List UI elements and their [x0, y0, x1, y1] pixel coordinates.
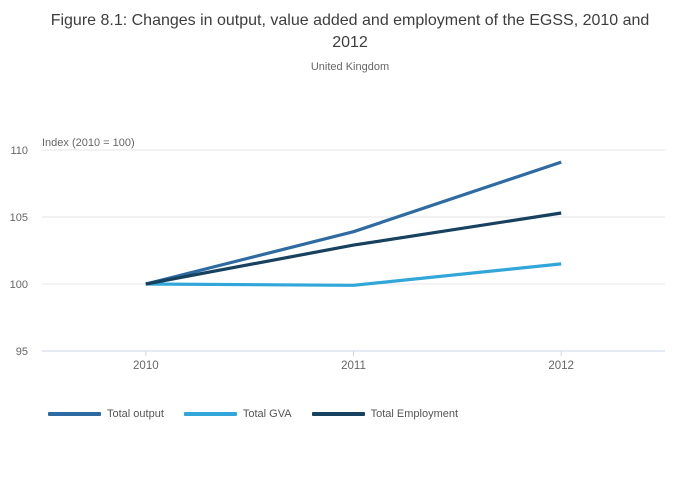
- legend-swatch-total-output: [48, 412, 101, 416]
- legend-label-total-employment: Total Employment: [370, 408, 459, 420]
- x-tick-label: 2012: [548, 360, 574, 372]
- y-tick-label: 100: [10, 279, 28, 291]
- line-chart-plot-area: 95 100 105 110 2010 2011 2012 Index (2010 = 100…: [10, 137, 665, 372]
- series-line-total-employment[interactable]: [145, 211, 562, 286]
- chart-title: Figure 8.1: Changes in output, value add…: [50, 12, 650, 51]
- legend: Total output Total GVA Total Employment: [48, 408, 458, 420]
- legend-label-total-output: Total output: [107, 408, 164, 420]
- series-line-total-gva[interactable]: [145, 262, 562, 287]
- y-tick-label: 105: [10, 212, 28, 224]
- x-tick-label: 2010: [133, 360, 159, 372]
- legend-swatch-total-gva: [183, 412, 237, 416]
- legend-item-total-gva[interactable]: Total GVA: [183, 408, 292, 420]
- legend-label-total-gva: Total GVA: [242, 408, 292, 420]
- legend-item-total-employment[interactable]: Total Employment: [311, 408, 459, 420]
- y-tick-label: 110: [10, 145, 28, 157]
- chart-subtitle: United Kingdom: [310, 61, 390, 73]
- legend-item-total-output[interactable]: Total output: [48, 408, 164, 420]
- x-tick-label: 2011: [341, 360, 366, 372]
- y-axis-title: Index (2010 = 100): [42, 137, 135, 149]
- legend-swatch-total-employment: [311, 412, 365, 416]
- y-tick-label: 95: [16, 346, 28, 358]
- series-line-total-output[interactable]: [145, 160, 562, 286]
